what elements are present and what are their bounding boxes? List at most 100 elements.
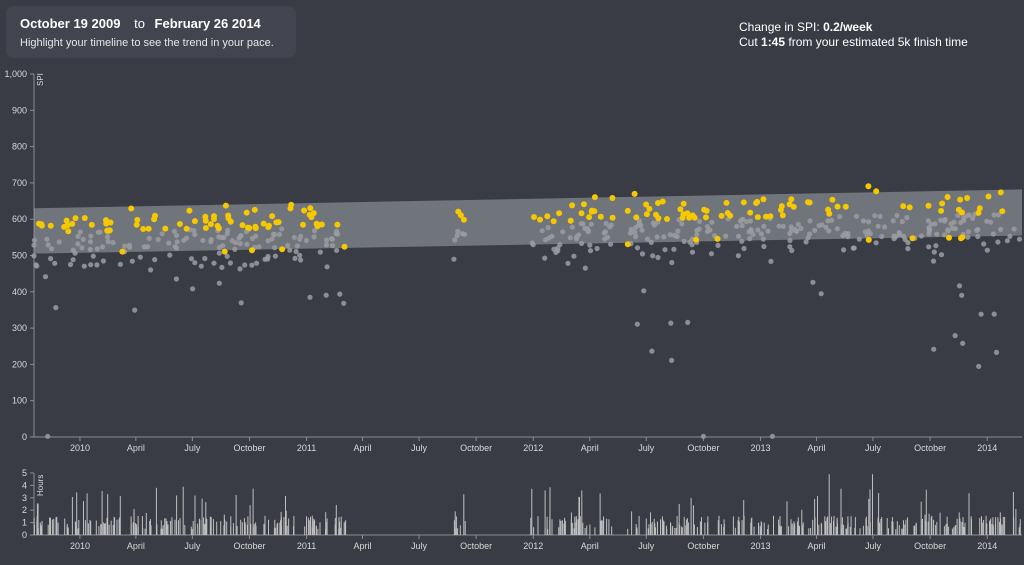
- spi-point[interactable]: [232, 246, 238, 252]
- spi-point-highlight[interactable]: [767, 213, 774, 220]
- spi-point[interactable]: [192, 260, 198, 266]
- spi-point[interactable]: [334, 247, 340, 253]
- spi-point-highlight[interactable]: [588, 207, 595, 214]
- spi-point[interactable]: [244, 241, 250, 247]
- spi-point[interactable]: [644, 236, 651, 242]
- spi-point[interactable]: [634, 321, 640, 327]
- spi-point-highlight[interactable]: [215, 225, 222, 232]
- spi-point-highlight[interactable]: [679, 214, 686, 221]
- spi-point[interactable]: [933, 243, 939, 249]
- spi-point[interactable]: [90, 253, 96, 259]
- spi-point-highlight[interactable]: [314, 223, 321, 230]
- spi-point[interactable]: [221, 234, 227, 241]
- spi-point[interactable]: [761, 223, 767, 229]
- spi-point-highlight[interactable]: [999, 208, 1006, 215]
- spi-point[interactable]: [190, 286, 196, 292]
- spi-point-highlight[interactable]: [727, 212, 734, 219]
- spi-point[interactable]: [45, 433, 51, 439]
- spi-point-highlight[interactable]: [624, 241, 631, 248]
- spi-point[interactable]: [303, 237, 309, 243]
- spi-point[interactable]: [579, 240, 585, 246]
- spi-point[interactable]: [297, 252, 303, 258]
- spi-point[interactable]: [750, 231, 756, 237]
- spi-point[interactable]: [200, 237, 206, 243]
- spi-point[interactable]: [181, 237, 187, 243]
- spi-point[interactable]: [955, 212, 961, 218]
- spi-point[interactable]: [242, 262, 248, 268]
- spi-point[interactable]: [224, 231, 230, 237]
- spi-point-highlight[interactable]: [61, 223, 68, 230]
- spi-point[interactable]: [167, 252, 173, 258]
- spi-point-highlight[interactable]: [88, 221, 95, 228]
- spi-point[interactable]: [669, 259, 675, 266]
- spi-point[interactable]: [981, 241, 987, 247]
- spi-point[interactable]: [970, 215, 976, 221]
- spi-point-highlight[interactable]: [958, 235, 964, 242]
- spi-point[interactable]: [211, 260, 217, 266]
- spi-point[interactable]: [787, 237, 793, 243]
- spi-point[interactable]: [324, 264, 330, 270]
- spi-point[interactable]: [949, 225, 955, 231]
- spi-point[interactable]: [1007, 233, 1013, 239]
- spi-point[interactable]: [788, 228, 795, 234]
- spi-point[interactable]: [317, 249, 323, 255]
- spi-point[interactable]: [126, 242, 132, 248]
- spi-point-highlight[interactable]: [624, 207, 631, 214]
- spi-point[interactable]: [853, 213, 860, 219]
- spi-point[interactable]: [287, 247, 293, 253]
- spi-point-highlight[interactable]: [544, 213, 551, 220]
- spi-point[interactable]: [650, 253, 656, 259]
- spi-point[interactable]: [661, 234, 667, 240]
- spi-point[interactable]: [42, 274, 49, 280]
- spi-point[interactable]: [736, 233, 742, 239]
- spi-point-highlight[interactable]: [754, 198, 761, 205]
- spi-point-highlight[interactable]: [829, 196, 836, 203]
- spi-point[interactable]: [546, 235, 552, 241]
- spi-point[interactable]: [709, 219, 715, 225]
- spi-point-highlight[interactable]: [834, 203, 841, 210]
- spi-point[interactable]: [875, 223, 881, 229]
- spi-point[interactable]: [307, 294, 313, 300]
- spi-point[interactable]: [960, 340, 966, 346]
- spi-point[interactable]: [155, 236, 161, 243]
- spi-point[interactable]: [565, 260, 571, 266]
- spi-point[interactable]: [694, 227, 700, 234]
- spi-point-highlight[interactable]: [655, 200, 661, 206]
- spi-point[interactable]: [768, 258, 774, 264]
- spi-point[interactable]: [67, 261, 74, 268]
- spi-point[interactable]: [737, 218, 744, 224]
- spi-point[interactable]: [654, 234, 660, 240]
- spi-point[interactable]: [603, 220, 609, 227]
- spi-point[interactable]: [88, 262, 94, 268]
- spi-point[interactable]: [545, 225, 551, 231]
- spi-point[interactable]: [976, 363, 982, 369]
- spi-point-highlight[interactable]: [906, 204, 913, 211]
- spi-point[interactable]: [459, 231, 465, 237]
- spi-point[interactable]: [452, 237, 458, 243]
- spi-point[interactable]: [965, 234, 971, 240]
- spi-point[interactable]: [995, 239, 1001, 245]
- spi-point-highlight[interactable]: [225, 212, 232, 219]
- spi-point-highlight[interactable]: [38, 221, 45, 228]
- spi-point[interactable]: [323, 242, 330, 248]
- spi-point[interactable]: [117, 261, 123, 267]
- spi-point[interactable]: [931, 249, 937, 255]
- spi-point[interactable]: [560, 229, 566, 235]
- spi-point[interactable]: [129, 258, 135, 264]
- spi-point[interactable]: [993, 349, 1000, 355]
- spi-point-highlight[interactable]: [723, 199, 730, 206]
- spi-point[interactable]: [45, 242, 51, 248]
- spi-point[interactable]: [608, 241, 614, 247]
- spi-point[interactable]: [249, 235, 256, 241]
- spi-point[interactable]: [829, 217, 835, 223]
- spi-point[interactable]: [803, 239, 809, 245]
- spi-point[interactable]: [894, 212, 900, 219]
- spi-point[interactable]: [930, 258, 937, 264]
- spi-point[interactable]: [697, 218, 703, 225]
- spi-point[interactable]: [780, 223, 786, 229]
- spi-point-highlight[interactable]: [307, 205, 314, 212]
- spi-point-highlight[interactable]: [938, 207, 945, 214]
- spi-point-highlight[interactable]: [779, 212, 786, 219]
- spi-point-highlight[interactable]: [191, 218, 198, 225]
- spi-point[interactable]: [959, 292, 965, 298]
